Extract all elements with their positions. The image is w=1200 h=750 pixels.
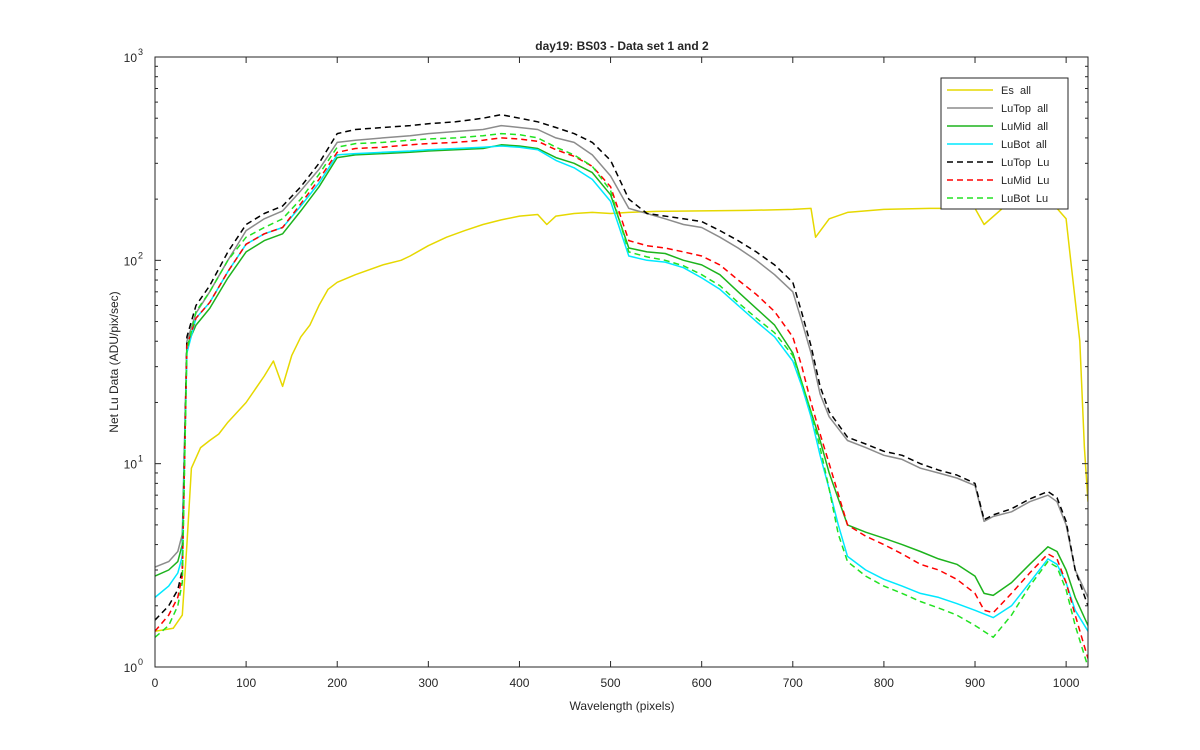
y-tick-label: 10: [124, 458, 138, 472]
x-tick-label: 0: [152, 676, 159, 690]
legend-box: [940, 77, 1069, 210]
legend-label: LuTop Lu: [1001, 157, 1049, 169]
x-tick-label: 300: [418, 676, 438, 690]
legend-label: LuBot Lu: [1001, 193, 1048, 205]
x-tick-label: 100: [236, 676, 256, 690]
x-tick-label: 200: [327, 676, 347, 690]
series-line-2: [155, 144, 1088, 626]
y-tick-exponent: 3: [138, 47, 143, 57]
series-line-1: [155, 124, 1088, 598]
x-tick-label: 500: [601, 676, 621, 690]
y-tick-exponent: 0: [138, 657, 143, 667]
y-tick-label: 10: [124, 254, 138, 268]
x-tick-label: 400: [509, 676, 529, 690]
series-line-6: [155, 132, 1088, 667]
y-axis-label: Net Lu Data (ADU/pix/sec): [107, 291, 121, 432]
x-tick-label: 800: [874, 676, 894, 690]
legend-label: Es all: [1001, 85, 1031, 97]
x-axis-label: Wavelength (pixels): [570, 699, 675, 713]
y-tick-exponent: 1: [138, 454, 143, 464]
x-tick-label: 1000: [1053, 676, 1080, 690]
chart-title: day19: BS03 - Data set 1 and 2: [535, 39, 709, 53]
x-axis: 0 100 200 300 400 500 600 700 800 900 1000: [152, 57, 1080, 690]
legend-label: LuTop all: [1001, 103, 1048, 115]
x-tick-label: 900: [965, 676, 985, 690]
axes-box: [154, 56, 1089, 668]
x-tick-label: 600: [692, 676, 712, 690]
legend-label: LuBot all: [1001, 139, 1047, 151]
series-line-5: [155, 137, 1088, 659]
plot-area: [155, 57, 1088, 667]
legend-label: LuMid all: [1001, 121, 1048, 133]
y-tick-label: 10: [124, 51, 138, 65]
y-tick-label: 10: [124, 661, 138, 675]
series-line-4: [155, 113, 1088, 621]
x-tick-label: 700: [783, 676, 803, 690]
legend-label: LuMid Lu: [1001, 175, 1049, 187]
y-tick-exponent: 2: [138, 250, 143, 260]
series-layer: [155, 113, 1088, 667]
legend: Es all LuTop all LuMid all LuBot all LuTop L…: [940, 77, 1069, 210]
